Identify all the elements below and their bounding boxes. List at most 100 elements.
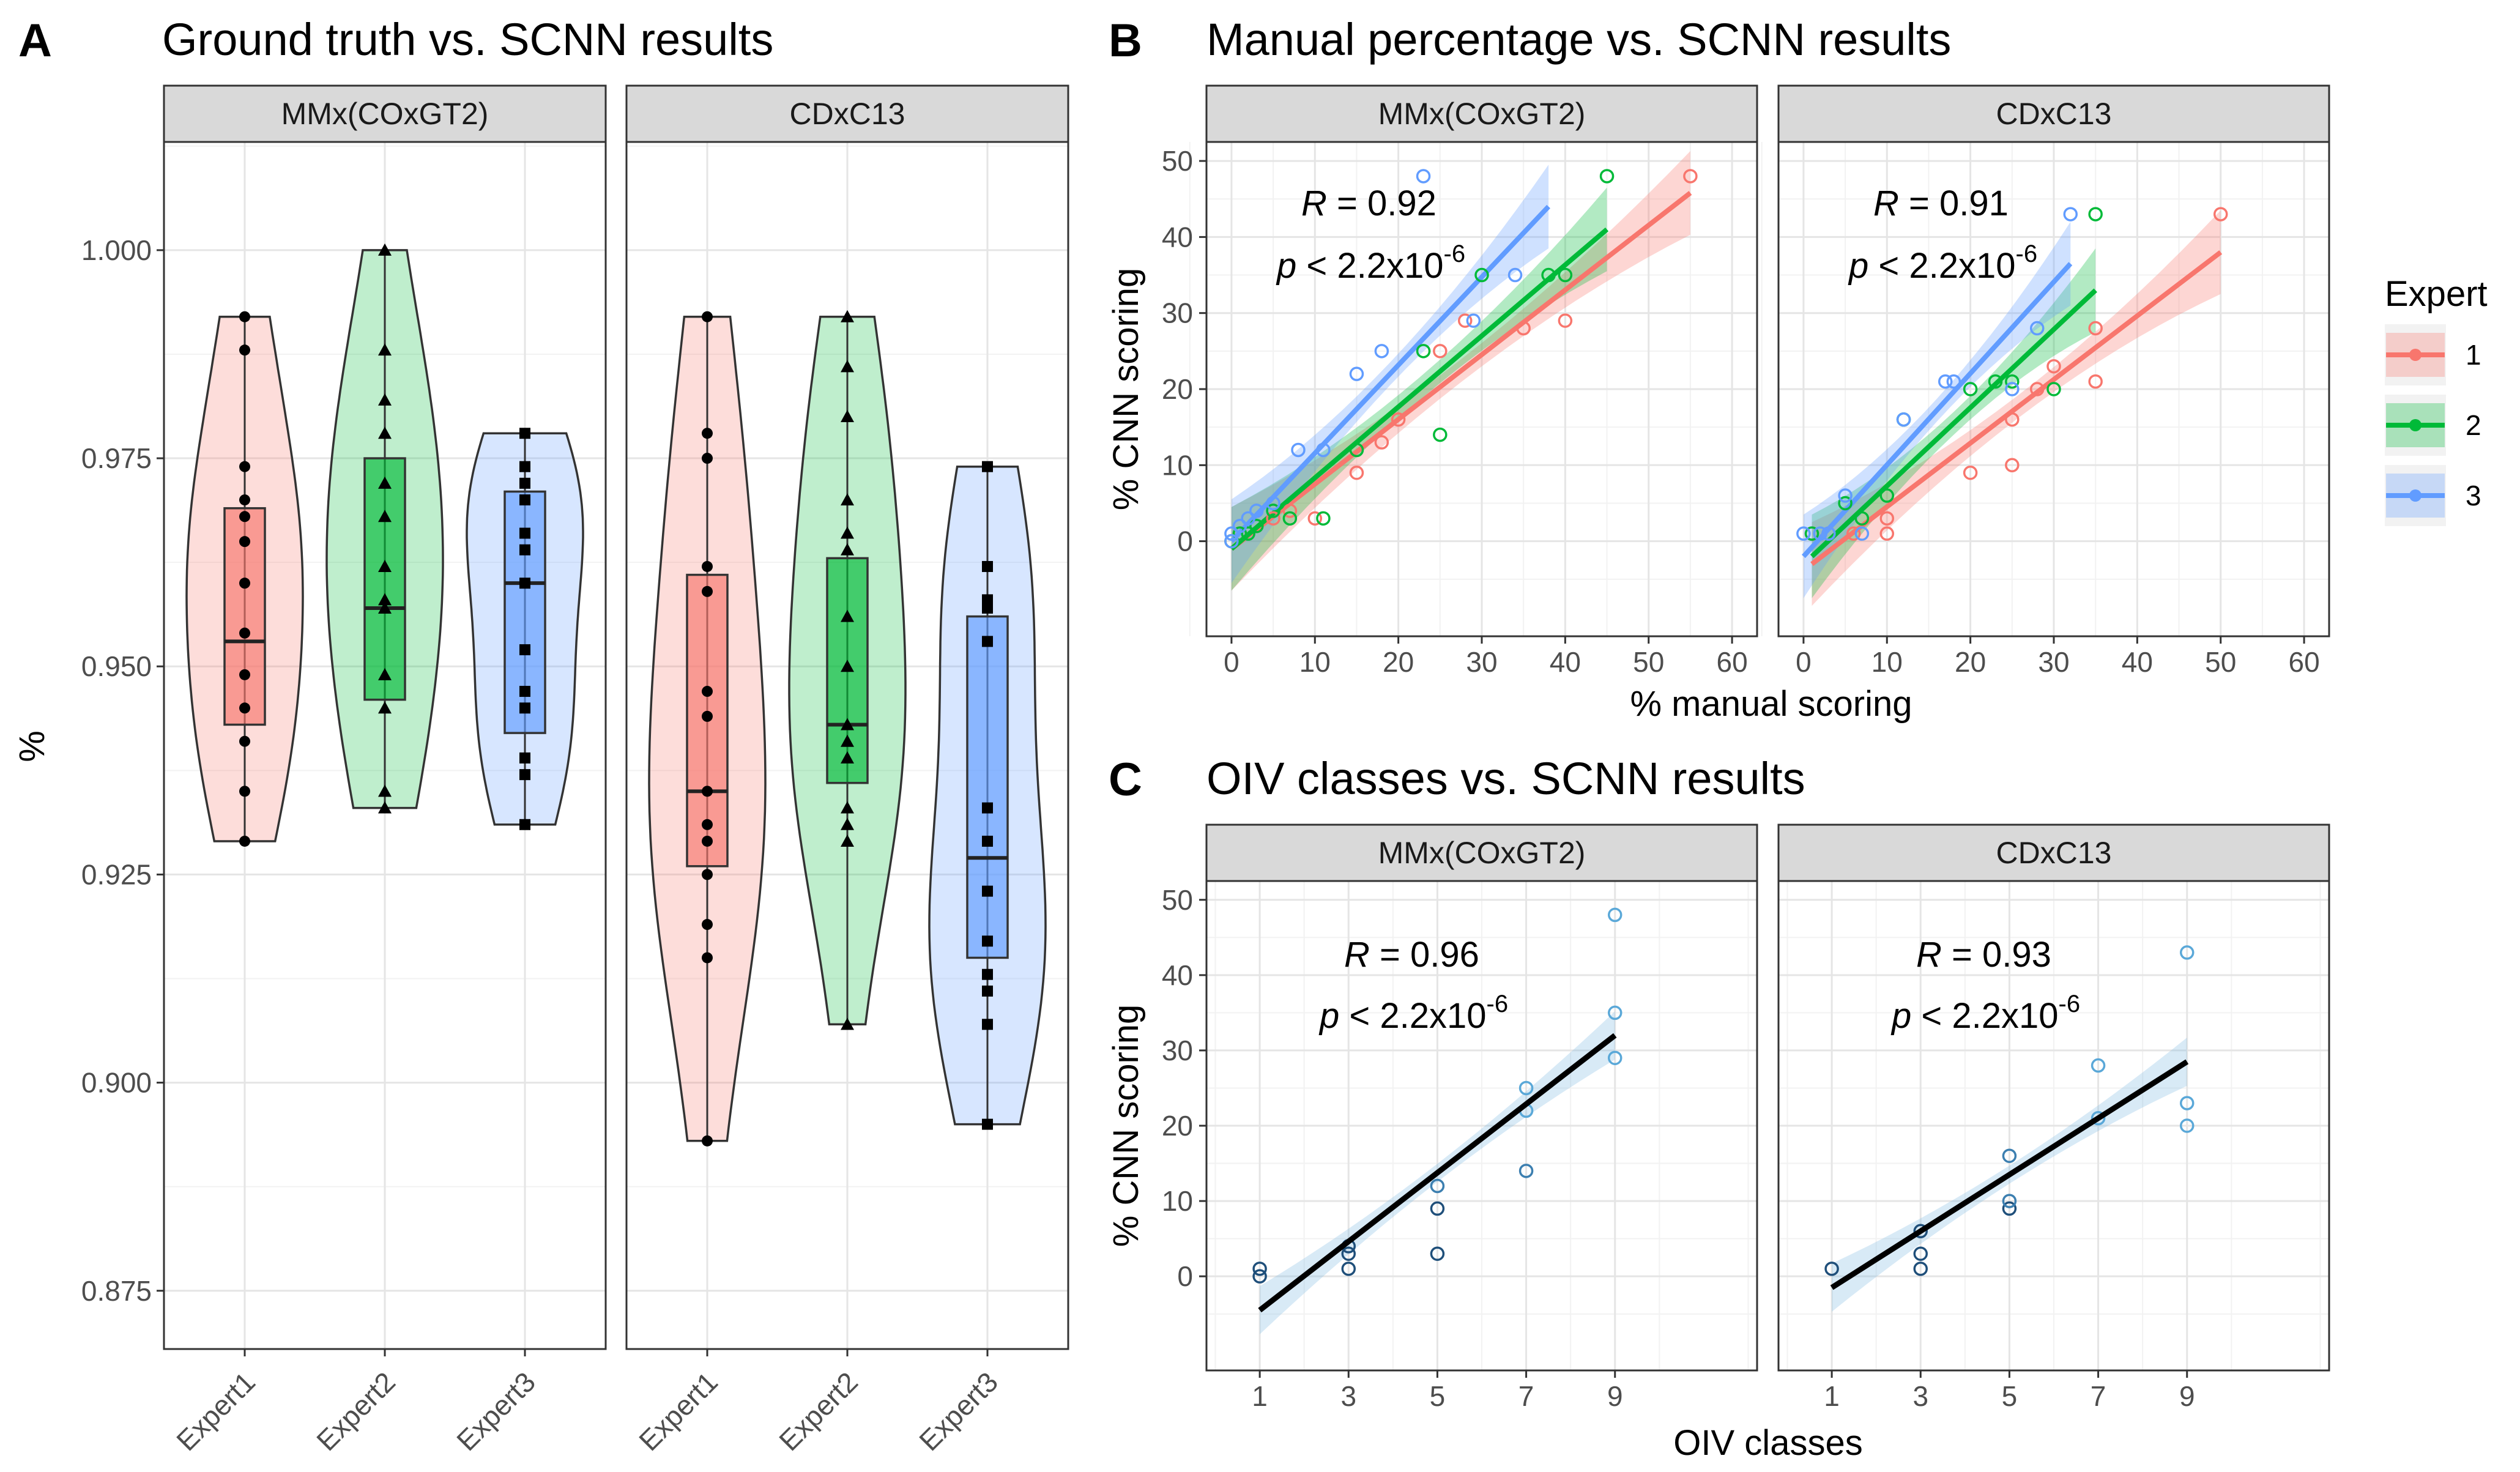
data-point-expert2	[1838, 496, 1853, 511]
y-tick-label: 20	[1162, 373, 1193, 405]
y-tick-label: 30	[1162, 297, 1193, 329]
stat-p-label: p < 2.2x10-6	[1848, 240, 2037, 286]
fit-line	[1258, 1033, 1617, 1313]
x-tick-label: 3	[1912, 1380, 1928, 1412]
data-point	[841, 310, 854, 322]
data-point-expert3	[1938, 374, 1953, 389]
stat-r-symbol: R	[1916, 935, 1942, 975]
legend-title: Expert	[2385, 274, 2488, 314]
y-tick-label: 30	[1162, 1035, 1193, 1066]
data-point-expert3	[1854, 526, 1870, 541]
legend-key-point	[2409, 489, 2422, 502]
x-tick-label: Expert3	[913, 1366, 1004, 1457]
x-tick-label: 10	[1299, 646, 1331, 678]
data-point	[519, 544, 530, 556]
data-point	[239, 627, 250, 639]
data-point-expert1	[1433, 344, 1448, 359]
x-tick-label: 20	[1955, 646, 1986, 678]
data-point-expert3	[1821, 526, 1836, 541]
data-point	[519, 428, 530, 439]
data-point-expert3	[1291, 442, 1306, 458]
data-point	[378, 701, 392, 714]
y-tick-label: 0.900	[81, 1067, 152, 1099]
stat-p-value: < 2.2x10	[1349, 996, 1486, 1036]
data-point	[2002, 1194, 2017, 1208]
data-point-expert3	[2005, 382, 2020, 396]
data-point	[519, 477, 530, 489]
data-point	[841, 360, 854, 373]
y-tick-label: 0.975	[81, 442, 152, 474]
data-point	[1607, 907, 1622, 923]
stat-p-label: p < 2.2x10-6	[1890, 991, 2080, 1036]
data-point	[239, 511, 250, 522]
data-point-expert2	[1474, 267, 1489, 283]
data-point-expert2	[2088, 207, 2103, 221]
data-point	[841, 609, 854, 622]
panel-b-letter: B	[1109, 15, 1142, 67]
data-point-expert1	[1391, 412, 1406, 427]
data-point	[982, 602, 993, 614]
data-point	[982, 461, 993, 472]
data-point	[239, 536, 250, 548]
data-point-expert3	[1507, 267, 1523, 283]
data-point-expert1	[2029, 382, 2045, 396]
data-point-expert1	[1879, 511, 1895, 526]
data-point	[702, 428, 713, 439]
x-tick-label: 30	[1466, 646, 1497, 678]
data-point	[702, 819, 713, 830]
data-point	[2179, 1118, 2195, 1133]
data-point	[519, 461, 530, 472]
data-point-expert1	[1349, 465, 1364, 480]
data-point	[239, 835, 250, 847]
data-point	[841, 493, 854, 506]
data-point-expert3	[1813, 526, 1827, 541]
data-point	[841, 718, 854, 730]
data-point-expert3	[1466, 313, 1481, 328]
data-point	[2091, 1110, 2106, 1126]
box-iqr-expert2	[363, 457, 406, 701]
data-point	[1252, 1262, 1267, 1276]
panel-b-x-axis-title: % manual scoring	[1630, 684, 1912, 724]
data-point-expert3	[1232, 519, 1247, 533]
x-tick-label: 1	[1824, 1380, 1840, 1412]
panel-b-y-axis-title: % CNN scoring	[1106, 268, 1146, 510]
data-point-expert2	[1433, 427, 1448, 442]
x-tick-label: 9	[1607, 1380, 1623, 1412]
panel-c-x-axis-title: OIV classes	[1673, 1423, 1862, 1463]
legend-key-point	[2409, 419, 2422, 431]
data-point	[982, 636, 993, 647]
data-point-expert3	[1796, 526, 1811, 541]
facet-strip-label: MMx(COxGT2)	[1378, 97, 1586, 131]
data-point	[702, 919, 713, 931]
data-point	[378, 784, 392, 797]
stat-r-value: = 0.92	[1327, 184, 1437, 223]
data-point	[841, 751, 854, 764]
y-tick-label: 0	[1177, 526, 1193, 557]
data-point	[982, 1118, 993, 1130]
data-point	[702, 1135, 713, 1147]
data-point	[239, 344, 250, 356]
data-point	[239, 786, 250, 797]
stat-p-symbol: p	[1890, 996, 1921, 1036]
data-point-expert2	[1988, 374, 2003, 389]
data-point-expert1	[1846, 526, 1861, 541]
data-point-expert3	[2029, 321, 2045, 336]
x-tick-label: Expert1	[633, 1366, 724, 1457]
x-tick-label: Expert2	[310, 1366, 401, 1457]
data-point-expert1	[1516, 321, 1531, 336]
data-point-expert2	[1282, 511, 1298, 526]
stat-p-symbol: p	[1318, 996, 1349, 1036]
facet-strip-label: CDxC13	[1996, 836, 2112, 870]
stat-p-label: p < 2.2x10-6	[1276, 240, 1465, 286]
data-point	[1518, 1164, 1534, 1178]
data-point	[841, 817, 854, 830]
data-point	[378, 559, 392, 572]
x-tick-label: 40	[1550, 646, 1581, 678]
y-tick-label: 10	[1162, 449, 1193, 481]
data-point	[982, 968, 993, 980]
data-point	[982, 594, 993, 606]
x-tick-label: 3	[1340, 1380, 1356, 1412]
stat-r-label: R = 0.92	[1301, 184, 1437, 223]
legend-label-expert2: 2	[2466, 409, 2481, 441]
data-point	[378, 601, 392, 614]
